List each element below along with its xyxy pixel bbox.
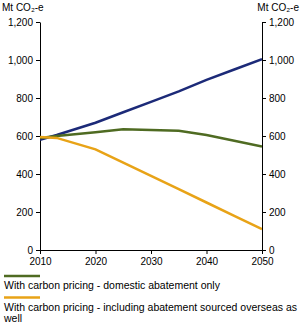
y2-axis-tick-label: 600	[269, 131, 286, 142]
y-axis-tick-mark	[36, 60, 40, 61]
x-axis-tick-label: 2050	[251, 256, 274, 267]
series-line	[40, 59, 262, 140]
y2-axis-tick-label: 0	[269, 245, 275, 256]
x-axis-tick: 2030	[140, 250, 163, 267]
y-axis-tick-mark	[36, 136, 40, 137]
x-axis: 2010 2020 2030 2040 2050	[29, 250, 274, 267]
y-axis-tick: 200	[16, 207, 40, 218]
y-axis: 0 200 400 600 800 1,000 1,200	[8, 17, 41, 256]
y2-axis-tick: 800	[262, 93, 286, 104]
y-axis-tick-mark	[36, 98, 40, 99]
x-axis-tick-label: 2040	[196, 256, 219, 267]
y2-axis-title: Mt CO₂-e	[257, 2, 299, 13]
legend-swatch	[4, 275, 40, 278]
x-axis-tick-mark	[207, 250, 208, 254]
legend-label: With carbon pricing - including abatemen…	[3, 301, 297, 325]
y2-axis-tick: 200	[262, 207, 286, 218]
y-axis-tick: 1,200	[8, 17, 40, 28]
legend-swatch	[4, 296, 40, 299]
x-axis-tick: 2020	[85, 250, 108, 267]
y-axis-tick-label: 600	[16, 131, 33, 142]
series-line	[40, 137, 262, 229]
y2-axis-tick: 400	[262, 169, 286, 180]
y-axis-tick-label: 400	[16, 169, 33, 180]
y-axis-tick-mark	[36, 212, 40, 213]
y-axis-tick-label: 800	[16, 93, 33, 104]
x-axis-tick-mark	[40, 250, 41, 254]
y-axis-tick-mark	[36, 174, 40, 175]
y2-axis-tick-label: 1,200	[269, 17, 294, 28]
x-axis-tick-mark	[96, 250, 97, 254]
x-axis-tick-label: 2030	[140, 256, 163, 267]
y2-axis-tick: 1,000	[262, 55, 294, 66]
y2-axis-tick-mark	[262, 60, 266, 61]
y2-axis: 0 200 400 600 800 1,000 1,200	[262, 17, 294, 256]
y-axis-tick: 1,000	[8, 55, 40, 66]
y2-axis-tick-label: 800	[269, 93, 286, 104]
y-axis-tick: 800	[16, 93, 40, 104]
y2-axis-tick-label: 400	[269, 169, 286, 180]
y2-axis-tick-mark	[262, 22, 266, 23]
x-axis-tick-mark	[151, 250, 152, 254]
y-axis-tick-label: 1,000	[8, 55, 33, 66]
y2-axis-tick: 1,200	[262, 17, 294, 28]
chart: 2010202020302040205002004006008001,0001,…	[0, 0, 301, 327]
y2-axis-tick-label: 1,000	[269, 55, 294, 66]
y2-axis-tick-mark	[262, 174, 266, 175]
legend-label: With carbon pricing - domestic abatement…	[4, 279, 221, 291]
x-axis-tick-label: 2020	[85, 256, 108, 267]
y-axis-tick-label: 0	[27, 245, 33, 256]
y-axis-tick-mark	[36, 22, 40, 23]
legend: With carbon pricing - domestic abatement…	[3, 276, 297, 324]
y2-axis-tick: 600	[262, 131, 286, 142]
y-axis-tick: 0	[27, 245, 40, 256]
y-axis-tick-label: 1,200	[8, 17, 33, 28]
y-axis-tick: 600	[16, 131, 40, 142]
y2-axis-tick-label: 200	[269, 207, 286, 218]
y2-axis-tick-mark	[262, 250, 266, 251]
y-axis-tick: 400	[16, 169, 40, 180]
y2-axis-tick-mark	[262, 212, 266, 213]
y2-axis-tick-mark	[262, 98, 266, 99]
y2-axis-tick-mark	[262, 136, 266, 137]
y-axis-tick-mark	[36, 250, 40, 251]
y-axis-tick-label: 200	[16, 207, 33, 218]
x-axis-tick: 2040	[196, 250, 219, 267]
x-axis-tick-label: 2010	[29, 256, 52, 267]
lines	[40, 59, 262, 229]
y2-axis-tick: 0	[262, 245, 275, 256]
y-axis-title: Mt CO₂-e	[2, 2, 44, 13]
